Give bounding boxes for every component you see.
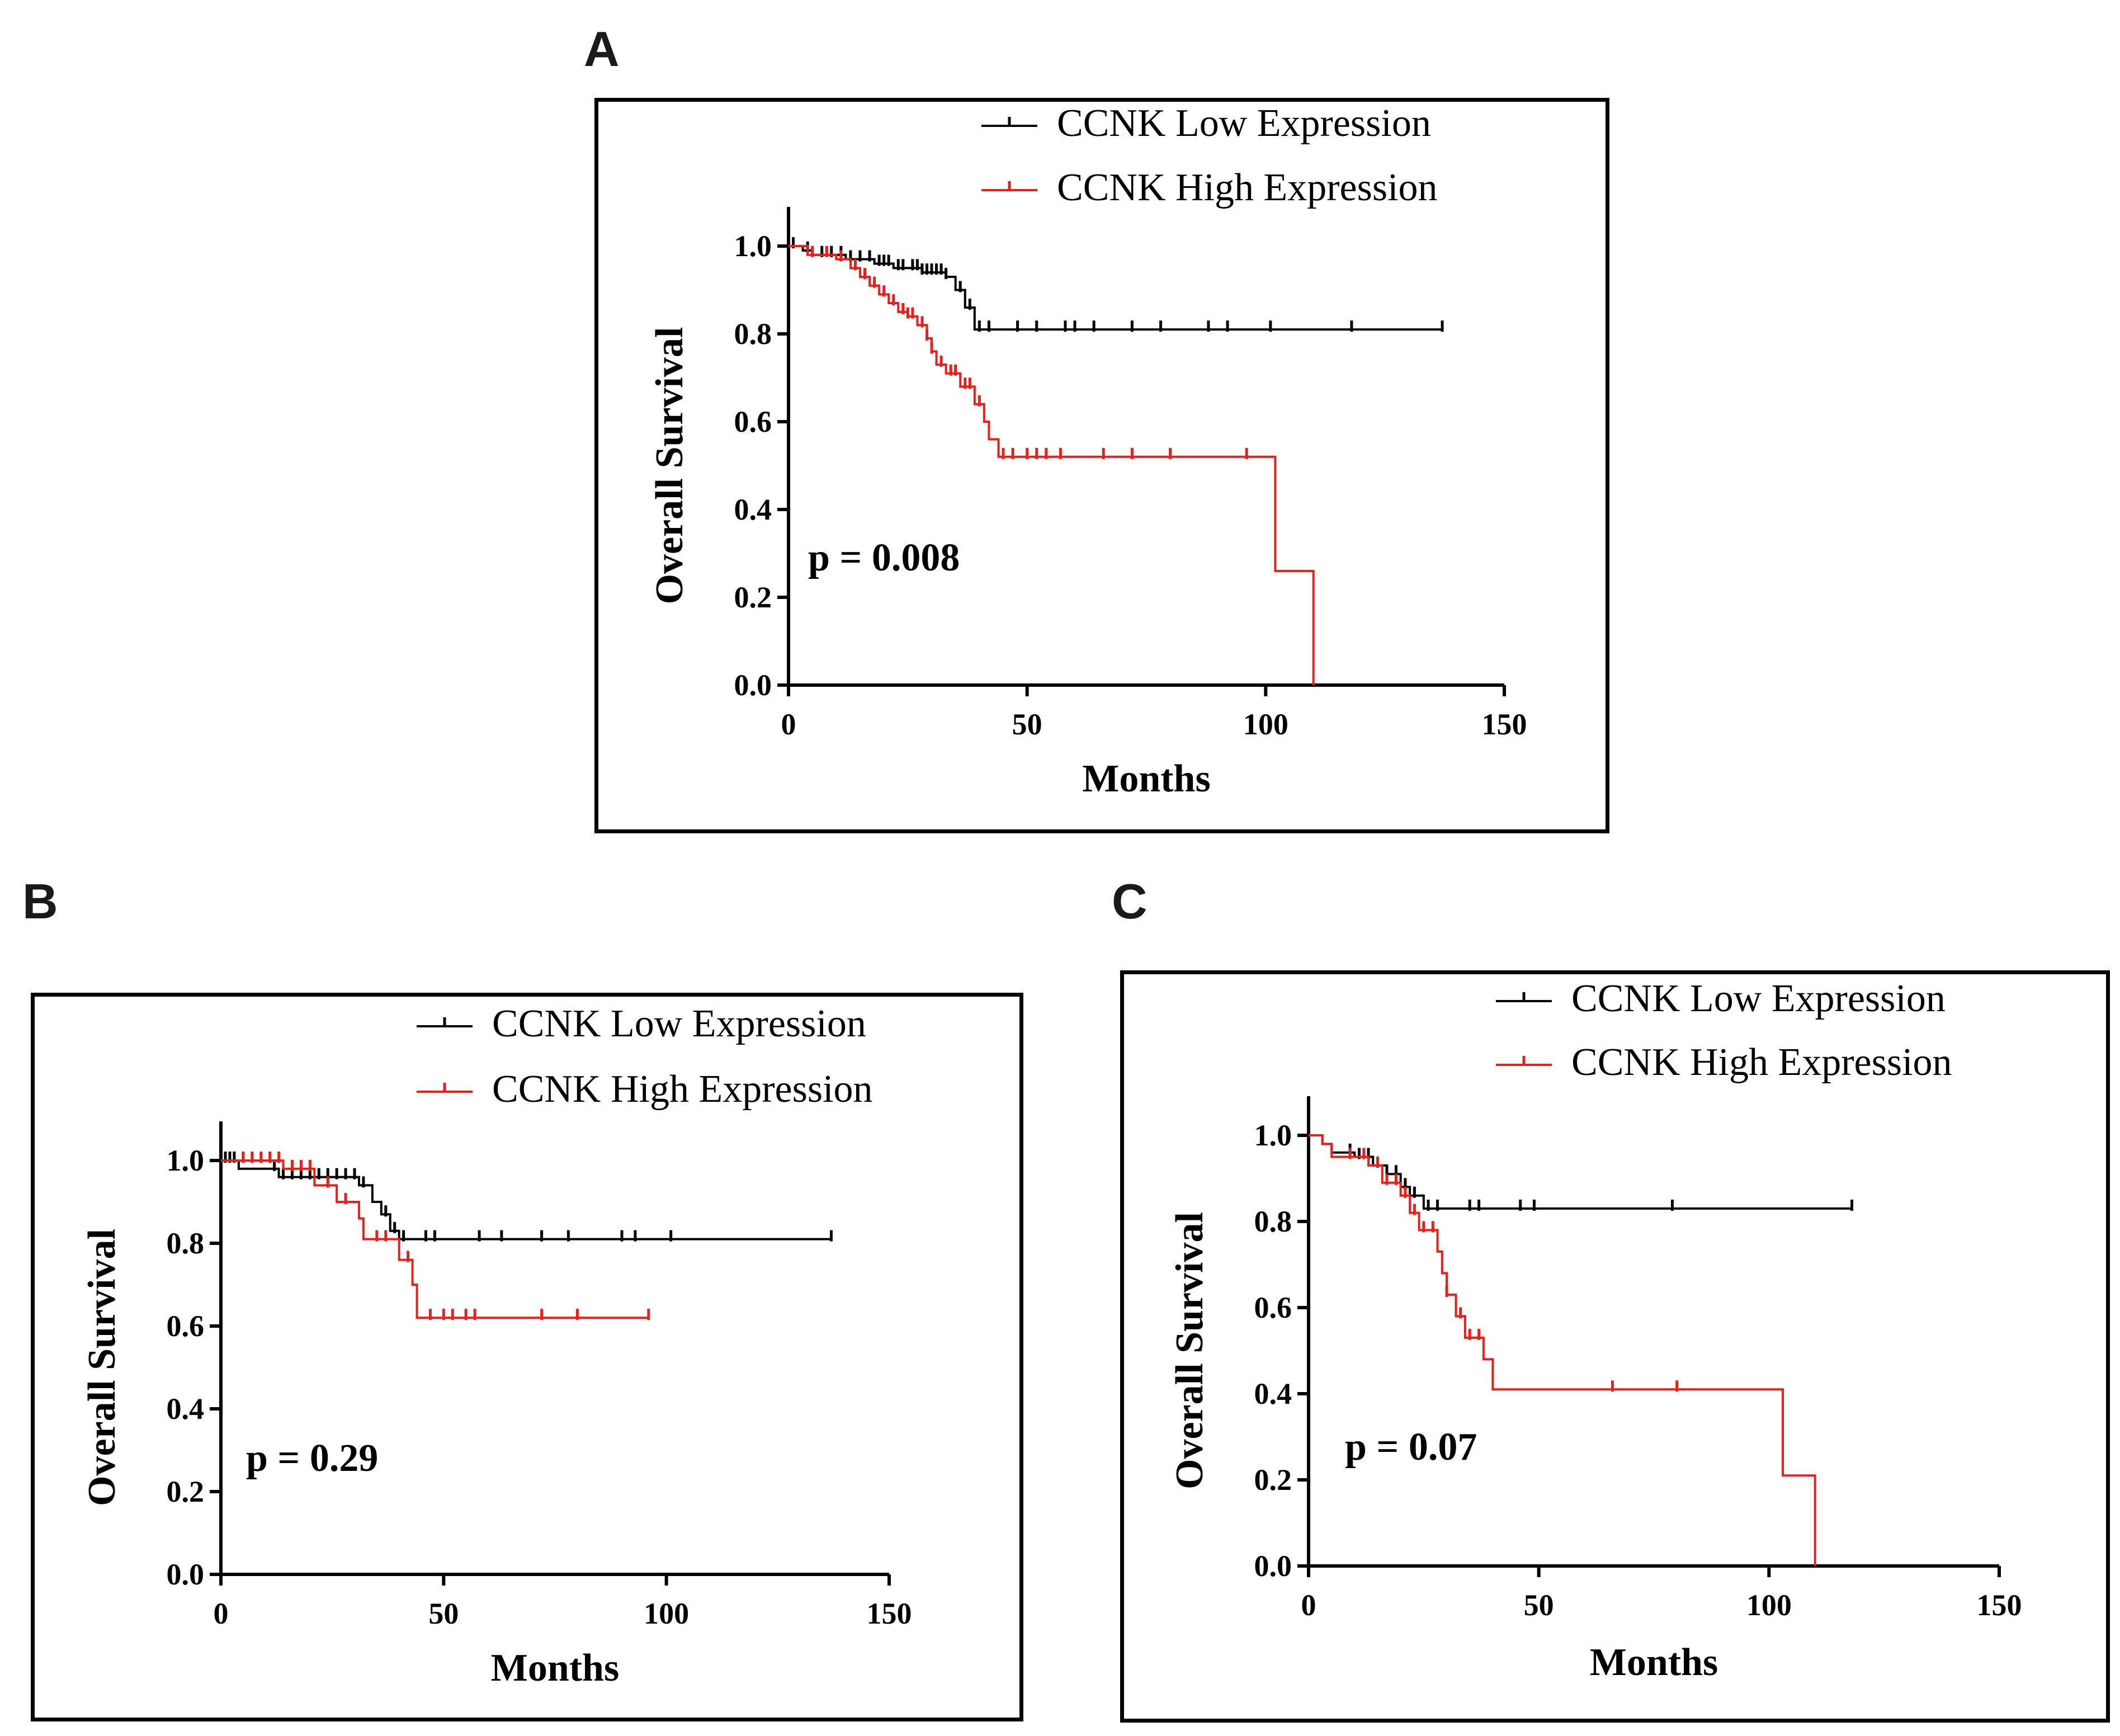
panel-a-legend-high-label: CCNK High Expression <box>1057 166 1438 209</box>
panel-letter-c: C <box>1112 874 1148 929</box>
panel-c-ytick-label: 1.0 <box>1254 1119 1292 1152</box>
panel-c-ytick-label: 0.2 <box>1254 1463 1292 1497</box>
panel-c-xtick-label: 0 <box>1301 1588 1316 1622</box>
panel-a-ytick-label: 0.0 <box>734 668 772 702</box>
panel-b-ytick-label: 0.4 <box>167 1392 205 1426</box>
panel-b-ytick-label: 0.6 <box>167 1309 205 1343</box>
panel-c-xtick-label: 150 <box>1977 1588 2022 1622</box>
panel-a-ytick-label: 0.8 <box>734 317 772 351</box>
panel-c-ytick-label: 0.8 <box>1254 1205 1292 1238</box>
panel-c-ytick-label: 0.0 <box>1254 1549 1292 1583</box>
panel-letter-a: A <box>584 21 620 77</box>
panel-b-ytick-label: 0.8 <box>167 1226 205 1260</box>
panel-b-xtick-label: 50 <box>428 1597 459 1630</box>
panel-b-series-low-line <box>221 1159 832 1240</box>
panel-a-legend-low-label: CCNK Low Expression <box>1057 102 1431 145</box>
panel-c-x-axis-title: Months <box>1590 1641 1718 1684</box>
panel-b-frame <box>31 993 1023 1721</box>
panel-b-y-axis-title: Overall Survival <box>81 1229 124 1506</box>
panel-c-legend-low-label: CCNK Low Expression <box>1571 977 1946 1020</box>
panel-a-ytick-label: 0.2 <box>734 581 772 614</box>
panel-c-xtick-label: 50 <box>1524 1588 1554 1622</box>
panel-c-frame <box>1120 970 2110 1723</box>
panel-a-xtick-label: 50 <box>1012 707 1042 741</box>
panel-a-p-value: p = 0.008 <box>808 536 960 579</box>
panel-c-legend-high-label: CCNK High Expression <box>1571 1041 1952 1084</box>
panel-b-xtick-label: 150 <box>867 1597 912 1630</box>
panel-c-ytick-label: 0.4 <box>1254 1377 1292 1410</box>
panel-c-xtick-label: 100 <box>1746 1588 1792 1622</box>
panel-a-frame <box>594 98 1609 833</box>
panel-a-xtick-label: 100 <box>1243 707 1288 741</box>
panel-c-y-axis-title: Overall Survival <box>1168 1212 1211 1489</box>
panel-b-ytick-label: 1.0 <box>167 1144 205 1177</box>
panel-a-xtick-label: 150 <box>1482 707 1527 741</box>
panel-a-series-low-line <box>788 245 1443 331</box>
panel-b-ytick-label: 0.2 <box>167 1475 205 1508</box>
panel-b-xtick-label: 0 <box>214 1597 229 1630</box>
panel-c-series-low-line <box>1309 1134 1852 1210</box>
panel-b-p-value: p = 0.29 <box>246 1437 378 1480</box>
panel-a-y-axis-title: Overall Survival <box>648 327 691 605</box>
panel-a-ytick-label: 0.4 <box>734 493 772 526</box>
panel-c-p-value: p = 0.07 <box>1345 1426 1477 1469</box>
panel-b-ytick-label: 0.0 <box>167 1558 205 1591</box>
panel-c-ytick-label: 0.6 <box>1254 1291 1292 1324</box>
panel-a-series-high-line <box>788 245 1315 685</box>
panel-c-series-high-line <box>1309 1134 1816 1566</box>
panel-b-x-axis-title: Months <box>491 1647 619 1690</box>
panel-a-ytick-label: 0.6 <box>734 405 772 438</box>
panel-a-x-axis-title: Months <box>1082 757 1210 800</box>
panel-b-legend-high-label: CCNK High Expression <box>492 1068 873 1111</box>
panel-a-ytick-label: 1.0 <box>734 229 772 263</box>
panel-b-legend-low-label: CCNK Low Expression <box>492 1002 866 1045</box>
panel-b-xtick-label: 100 <box>644 1597 689 1630</box>
panel-letter-b: B <box>22 874 58 929</box>
panel-a-xtick-label: 0 <box>781 707 796 741</box>
